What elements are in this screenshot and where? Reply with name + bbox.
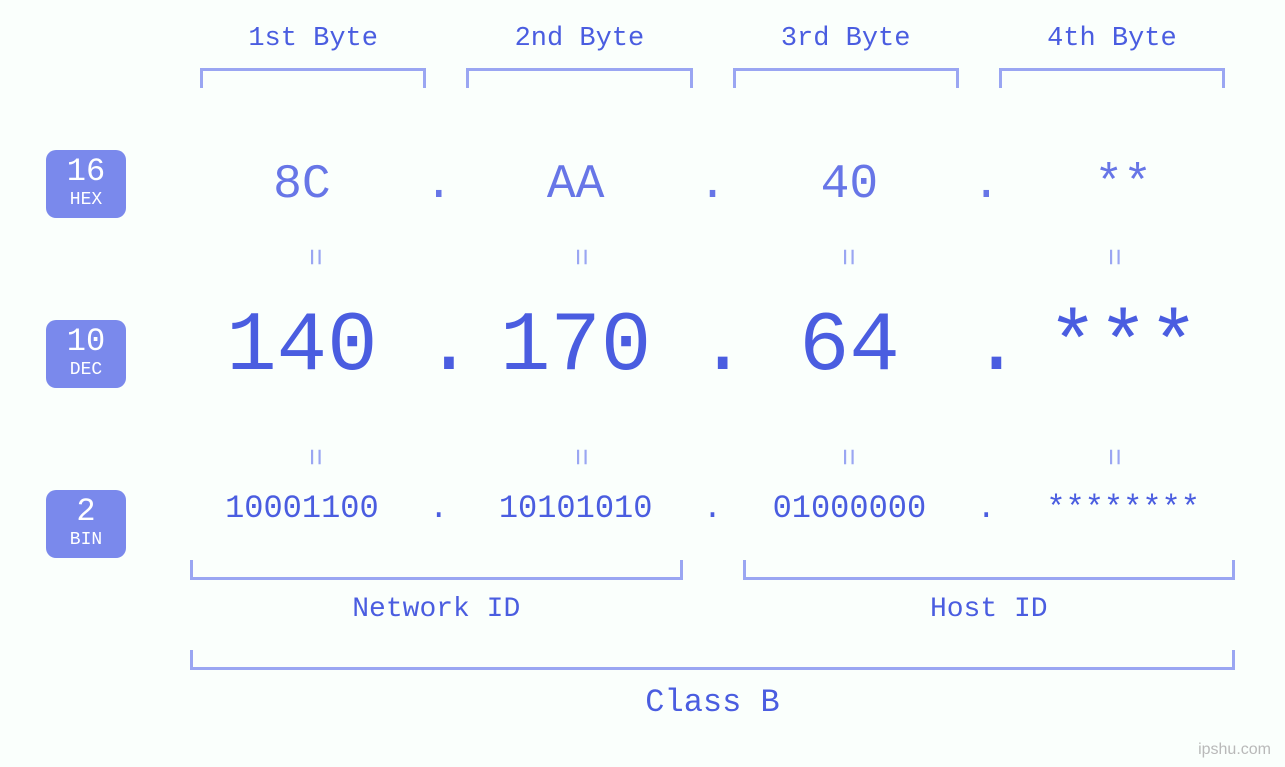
bin-badge-num: 2 — [46, 496, 126, 528]
byte-header-4: 4th Byte — [979, 24, 1245, 54]
byte-header-1: 1st Byte — [180, 24, 446, 54]
byte-bracket-3 — [733, 68, 959, 88]
byte-header-3: 3rd Byte — [713, 24, 979, 54]
id-brackets: Network ID Host ID — [180, 560, 1245, 625]
network-id-label: Network ID — [180, 594, 693, 625]
equals-icon: = — [1095, 324, 1129, 590]
bin-badge-label: BIN — [46, 530, 126, 550]
network-id-bracket — [190, 560, 683, 580]
watermark: ipshu.com — [1198, 741, 1271, 759]
byte-bracket-4 — [999, 68, 1225, 88]
dec-row: 140 . 170 . 64 . *** — [180, 300, 1245, 395]
class-label: Class B — [190, 684, 1235, 721]
bin-sep-3: . — [971, 490, 1001, 527]
hex-sep-1: . — [424, 158, 454, 212]
host-id-bracket — [743, 560, 1236, 580]
host-id-label: Host ID — [733, 594, 1246, 625]
byte-header-2: 2nd Byte — [446, 24, 712, 54]
dec-sep-2: . — [698, 300, 728, 395]
byte-bracket-1 — [200, 68, 426, 88]
bin-byte-1: 10001100 — [180, 490, 424, 527]
dec-badge-label: DEC — [46, 360, 126, 380]
hex-sep-2: . — [698, 158, 728, 212]
dec-sep-3: . — [971, 300, 1001, 395]
hex-row: 8C . AA . 40 . ** — [180, 158, 1245, 212]
hex-badge-num: 16 — [46, 156, 126, 188]
bin-byte-4: ******** — [1001, 490, 1245, 527]
bin-sep-1: . — [424, 490, 454, 527]
dec-sep-1: . — [424, 300, 454, 395]
equals-icon: = — [829, 324, 863, 590]
bin-byte-3: 01000000 — [728, 490, 972, 527]
bin-sep-2: . — [698, 490, 728, 527]
byte-headers: 1st Byte 2nd Byte 3rd Byte 4th Byte — [180, 24, 1245, 88]
bin-row: 10001100 . 10101010 . 01000000 . *******… — [180, 490, 1245, 527]
hex-sep-3: . — [971, 158, 1001, 212]
dec-badge: 10 DEC — [46, 320, 126, 388]
bin-badge: 2 BIN — [46, 490, 126, 558]
dec-badge-num: 10 — [46, 326, 126, 358]
hex-badge: 16 HEX — [46, 150, 126, 218]
equals-icon: = — [562, 324, 596, 590]
hex-badge-label: HEX — [46, 190, 126, 210]
bin-byte-2: 10101010 — [454, 490, 698, 527]
byte-bracket-2 — [466, 68, 692, 88]
equals-row-bottom: = = = = — [180, 440, 1245, 474]
equals-icon: = — [296, 324, 330, 590]
class-bracket-wrap: Class B — [190, 650, 1235, 721]
equals-row-top: = = = = — [180, 240, 1245, 274]
class-bracket — [190, 650, 1235, 670]
